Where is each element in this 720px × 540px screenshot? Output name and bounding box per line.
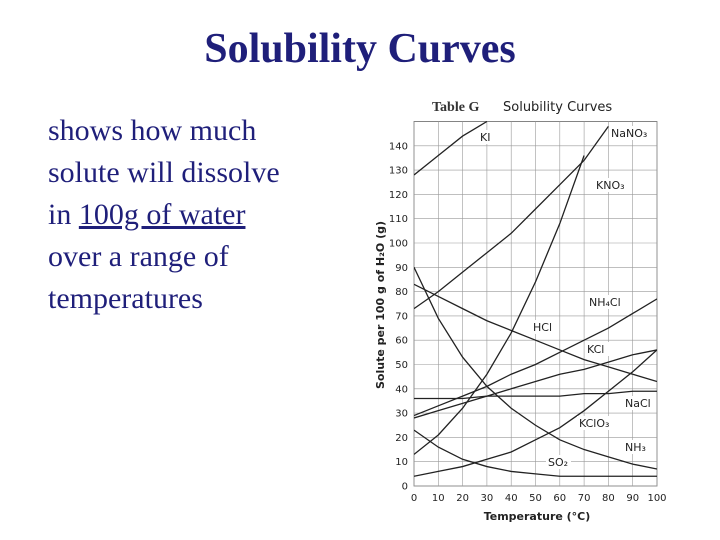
y-tick-label: 90: [395, 263, 408, 274]
curve-labels: KI NaNO₃ KNO₃ NH₄Cl HCl KCl NaCl KClO₃ NH₃ SO₂: [478, 126, 655, 469]
curve-label: KNO₃: [596, 179, 625, 192]
slide-body: shows how much solute will dissolve in 100…: [48, 114, 280, 315]
curve: [414, 125, 609, 310]
curve-label: SO₂: [548, 456, 568, 469]
y-tick-label: 70: [395, 311, 408, 322]
curve: [414, 298, 657, 417]
label-backdrop: [623, 440, 648, 454]
curve-label: KI: [480, 131, 490, 144]
x-tick-label: 0: [411, 493, 417, 504]
curve: [414, 283, 657, 383]
curve-label: NaNO₃: [611, 127, 647, 140]
label-backdrop: [577, 416, 616, 430]
x-tick-label: 50: [529, 493, 542, 504]
x-tick-label: 20: [456, 493, 469, 504]
label-backdrop: [585, 342, 610, 356]
body-line: solute will dissolve: [48, 156, 280, 189]
curve-label: NH₄Cl: [589, 296, 621, 309]
curve: [414, 429, 657, 477]
body-text: 100g of water: [79, 198, 246, 231]
y-tick-label: 20: [395, 433, 408, 444]
curve: [414, 155, 585, 455]
y-tick-label: 40: [395, 384, 408, 395]
chart-table-label: Table G: [432, 100, 479, 115]
plot-area: [414, 121, 657, 477]
y-tick-label: 100: [389, 239, 408, 250]
y-axis-title: Solute per 100 g of H₂O (g): [374, 221, 387, 389]
y-tick-label: 10: [395, 457, 408, 468]
x-tick-label: 40: [505, 493, 518, 504]
y-tick-label: 60: [395, 336, 408, 347]
x-tick-label: 100: [647, 493, 666, 504]
label-backdrop: [478, 130, 496, 144]
label-backdrop: [587, 295, 626, 309]
x-tick-label: 30: [481, 493, 494, 504]
y-tick-label: 0: [402, 482, 408, 493]
curve: [414, 349, 657, 477]
x-tick-label: 80: [602, 493, 615, 504]
curve-label: NH₃: [625, 441, 646, 454]
y-tick-label: 50: [395, 360, 408, 371]
y-tick-label: 80: [395, 287, 408, 298]
body-line: in 100g of water: [48, 198, 245, 231]
x-axis-title: Temperature (°C): [484, 510, 591, 523]
curve: [414, 121, 488, 176]
label-backdrop: [531, 320, 556, 334]
curve-label: NaCl: [625, 397, 651, 410]
curve-label: KClO₃: [579, 417, 609, 430]
label-backdrop: [594, 178, 626, 192]
curve: [414, 390, 657, 400]
body-line: shows how much: [48, 114, 256, 147]
curve-label: KCl: [587, 343, 604, 356]
slide-title: Solubility Curves: [204, 26, 516, 72]
y-tick-label: 130: [389, 166, 408, 177]
label-backdrop: [623, 396, 655, 410]
y-tick-label: 140: [389, 141, 408, 152]
x-tick-label: 10: [432, 493, 445, 504]
label-backdrop: [546, 455, 571, 469]
body-text: in: [48, 198, 79, 231]
body-line: over a range of: [48, 240, 229, 273]
x-tick-label: 70: [578, 493, 591, 504]
x-tick-label: 90: [626, 493, 639, 504]
curve-label: HCl: [533, 321, 552, 334]
chart-title: Solubility Curves: [503, 100, 612, 115]
curve: [414, 349, 657, 419]
y-tick-label: 110: [389, 214, 408, 225]
body-line: temperatures: [48, 282, 203, 315]
curve: [414, 267, 657, 470]
y-tick-label: 30: [395, 409, 408, 420]
label-backdrop: [609, 126, 648, 140]
x-tick-label: 60: [553, 493, 566, 504]
y-tick-label: 120: [389, 190, 408, 201]
